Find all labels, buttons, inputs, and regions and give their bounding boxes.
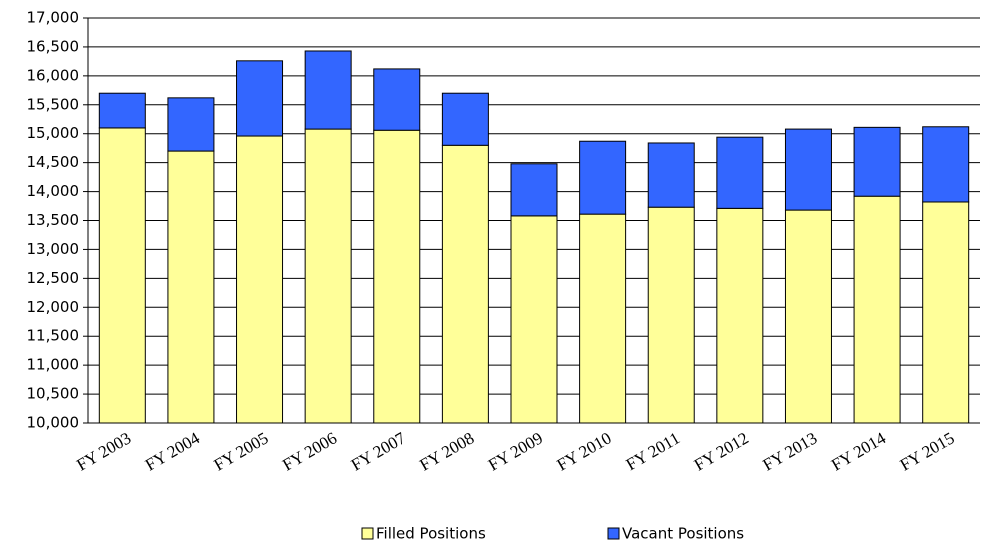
y-tick-label: 10,500 [27, 385, 80, 403]
y-tick-label: 12,500 [27, 269, 80, 287]
x-tick-label: FY 2013 [760, 428, 821, 474]
x-tick-label: FY 2007 [348, 428, 409, 474]
bar-segment [510, 163, 558, 217]
legend-swatch [361, 527, 374, 540]
bar-segment [510, 215, 558, 424]
bar-segment [236, 135, 284, 424]
x-tick-label: FY 2005 [211, 428, 272, 474]
bar-segment [922, 126, 970, 203]
x-tick-label: FY 2015 [897, 428, 958, 474]
legend-label: Filled Positions [376, 525, 486, 543]
bar-segment [716, 207, 764, 424]
x-tick-label: FY 2011 [623, 428, 683, 474]
y-tick-label: 12,000 [27, 298, 80, 316]
y-tick-label: 15,500 [27, 95, 80, 113]
y-tick-label: 11,000 [27, 356, 80, 374]
bar-segment [784, 209, 832, 424]
bar-segment [373, 129, 421, 424]
bar-segment [167, 97, 215, 152]
bar-segment [304, 128, 352, 424]
x-tick-label: FY 2008 [416, 428, 477, 474]
y-tick-label: 14,000 [27, 182, 80, 200]
bar-segment [373, 68, 421, 131]
y-tick-label: 13,000 [27, 240, 80, 258]
bar-segment [579, 140, 627, 215]
y-tick-label: 10,000 [27, 414, 80, 432]
bar-segment [922, 201, 970, 424]
x-tick-label: FY 2012 [691, 428, 752, 474]
bar-segment [579, 213, 627, 424]
x-tick-label: FY 2010 [554, 428, 615, 474]
bar-segment [98, 127, 146, 424]
bar-segment [441, 144, 489, 424]
bar-segment [784, 128, 832, 211]
bar-segment [647, 142, 695, 208]
bar-segment [304, 50, 352, 130]
y-tick-label: 17,000 [27, 9, 80, 27]
bar-segment [853, 195, 901, 424]
bar-segment [236, 60, 284, 137]
y-tick-label: 15,000 [27, 124, 80, 142]
y-tick-label: 16,500 [27, 37, 80, 55]
y-tick-label: 14,500 [27, 153, 80, 171]
bar-segment [647, 206, 695, 424]
legend-label: Vacant Positions [622, 525, 744, 543]
y-tick-label: 11,500 [27, 327, 80, 345]
bar-segment [853, 126, 901, 197]
y-tick-label: 13,500 [27, 211, 80, 229]
bar-segment [98, 92, 146, 129]
x-tick-label: FY 2006 [279, 428, 340, 474]
y-tick-label: 16,000 [27, 66, 80, 84]
bar-segment [167, 150, 215, 424]
bar-segment [441, 92, 489, 146]
legend-swatch [607, 527, 620, 540]
x-tick-label: FY 2014 [828, 428, 889, 474]
x-tick-label: FY 2003 [73, 428, 134, 474]
bar-segment [716, 136, 764, 209]
x-tick-label: FY 2009 [485, 428, 546, 474]
x-tick-label: FY 2004 [142, 428, 203, 474]
